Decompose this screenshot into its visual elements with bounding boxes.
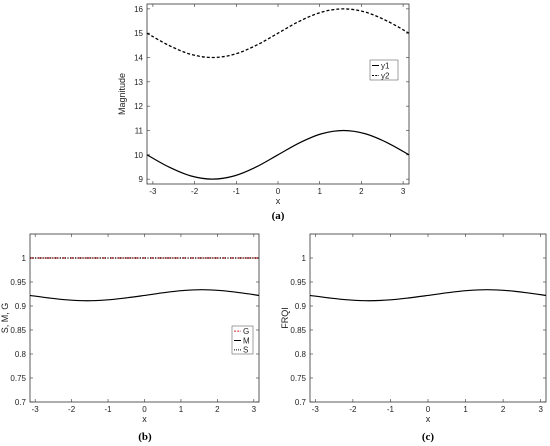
y-tick-label: 11 [135,126,144,135]
legend-label-y2: y2 [381,71,390,80]
figure-caption: (b) [138,431,152,443]
legend-label-s: S [243,346,248,355]
x-tick-label: 2 [359,187,364,196]
y-tick-label: 9 [139,175,144,184]
plot-area [309,233,547,403]
legend-box [231,325,254,355]
chart-2: -3 -2 -1 0 1 2 3 0.7 0.75 0.8 0.85 0.9 0.95 1 x S, M, G… [0,233,260,443]
y-tick-label: 0.85 [10,326,26,335]
series-line-1 [309,289,547,302]
x-tick-label: -3 [312,405,320,414]
plot-area [29,233,260,403]
x-tick-label: -1 [233,187,241,196]
x-tick-label: -3 [32,405,40,414]
x-axis-label: x [142,414,147,424]
series-line-y2 [146,8,410,59]
plot-area [146,3,410,185]
y-axis-label: FRQI [280,307,290,329]
y-tick-label: 0.95 [10,278,26,287]
chart-3: -3 -2 -1 0 1 2 3 0.7 0.75 0.8 0.85 0.9 0.95 1 x FRQI (c) [280,233,547,443]
x-tick-label: -2 [68,405,76,414]
x-tick-label: 0 [426,405,431,414]
y-tick-label: 0.8 [15,350,27,359]
y-tick-label: 1 [302,254,307,263]
y-tick-label: 16 [134,5,143,14]
y-tick-label: 0.7 [295,398,307,407]
x-tick-label: 2 [501,405,506,414]
x-tick-label: 1 [463,405,468,414]
y-tick-label: 0.8 [295,350,307,359]
y-tick-label: 0.75 [10,374,26,383]
y-tick-label: 0.85 [290,326,306,335]
x-tick-label: -1 [104,405,112,414]
chart-1: -3 -2 -1 0 1 2 3910111213141516xMagnitude(a)y1… [117,3,410,222]
y-tick-label: 0.7 [15,398,27,407]
y-tick-label: 13 [134,78,143,87]
y-axis-label: S, M, G [0,303,10,334]
series-line-y1 [146,129,410,180]
x-tick-label: -2 [191,187,199,196]
x-axis-label: x [276,196,281,206]
legend-label-g: G [243,327,249,336]
y-tick-label: 0.95 [290,278,306,287]
y-tick-label: 1 [22,254,27,263]
x-tick-label: 3 [538,405,543,414]
x-axis-label: x [426,414,431,424]
y-tick-label: 14 [134,54,143,63]
x-tick-label: -3 [149,187,157,196]
x-tick-label: 3 [401,187,406,196]
x-tick-label: -1 [387,405,395,414]
x-tick-label: 0 [276,187,281,196]
y-tick-label: 0.9 [295,302,307,311]
x-tick-label: 3 [252,405,257,414]
x-tick-label: 1 [317,187,322,196]
legend: GMS [231,325,254,355]
y-tick-label: 0.9 [15,302,27,311]
y-tick-label: 10 [134,151,143,160]
y-tick-label: 15 [134,29,143,38]
y-axis-label: Magnitude [117,73,127,115]
legend-label-y1: y1 [381,61,390,70]
figure-caption: (a) [272,210,285,222]
x-tick-label: 0 [142,405,147,414]
x-tick-label: 1 [179,405,184,414]
y-tick-label: 0.75 [290,374,306,383]
figure-caption: (c) [422,431,435,443]
x-tick-label: -2 [349,405,357,414]
y-tick-label: 12 [134,102,143,111]
legend-label-m: M [243,336,250,345]
x-tick-label: 2 [215,405,220,414]
series-line-m [29,289,260,302]
